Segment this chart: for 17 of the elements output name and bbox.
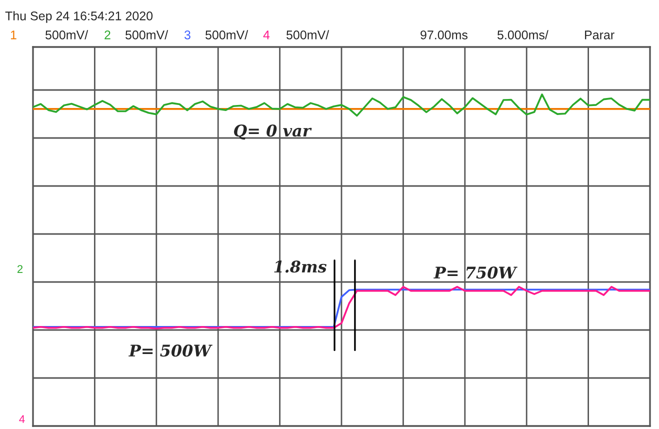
text: 500mV/ [286,30,330,40]
text: 500mV/ [126,30,168,40]
text: P= 500W [128,344,212,357]
text: 4 [19,415,25,423]
annotation: Q= 0 var [234,124,312,140]
text: 3 [184,30,190,40]
text: 2 [17,265,23,273]
text: 500mV/ [46,30,88,40]
text: 1 [10,30,16,40]
chart-title: Thu Sep 24 16:54:21 2020 [5,11,153,23]
text: 2 [104,30,110,40]
text: Parar [585,30,614,40]
text: 500mV/ [206,30,248,40]
text: 4 [263,30,270,40]
annotation: P= 750W [434,266,518,279]
text: 5.000ms/ [498,30,548,40]
text: 97.00ms [420,30,468,40]
